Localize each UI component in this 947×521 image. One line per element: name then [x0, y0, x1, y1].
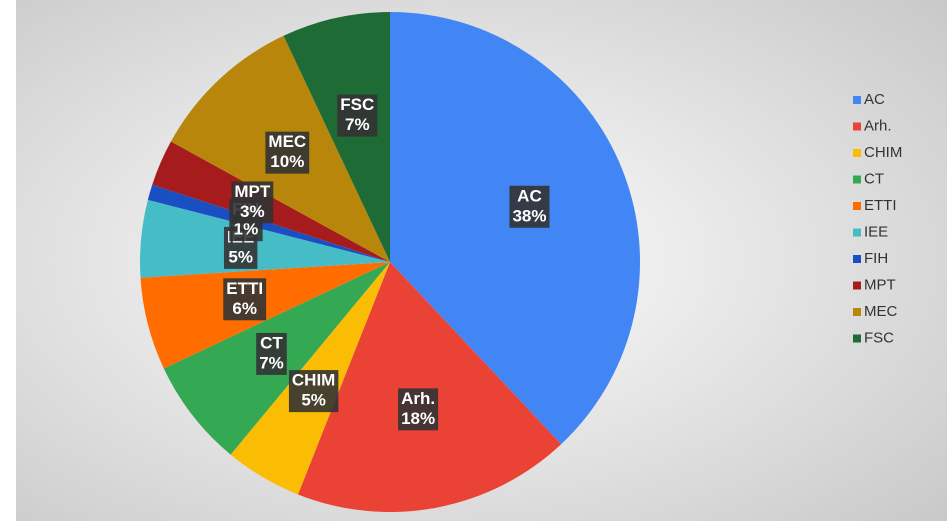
data-label-value: 7% [345, 115, 370, 134]
data-label-category: CHIM [292, 371, 335, 390]
legend-label: AC [864, 91, 885, 108]
data-label-box [256, 332, 287, 375]
legend-label: CHIM [864, 144, 902, 161]
data-label-category: MPT [234, 182, 271, 201]
data-label-box [231, 181, 274, 224]
data-label: Arh.18% [398, 388, 439, 431]
data-label-category: FSC [340, 95, 374, 114]
data-label-category: Arh. [401, 389, 435, 408]
legend-swatch [853, 281, 861, 290]
legend-swatch [853, 122, 861, 131]
legend-label: IEE [864, 223, 888, 240]
legend-swatch [853, 96, 861, 104]
pie [139, 12, 641, 512]
legend-swatch [853, 255, 861, 263]
data-label-category: ETTI [226, 279, 263, 298]
legend-label: CT [864, 170, 884, 187]
legend-swatch [853, 202, 861, 210]
data-label-box [398, 388, 439, 431]
data-label-value: 7% [259, 353, 284, 372]
data-label: CT7% [256, 332, 287, 375]
data-label-value: 10% [270, 152, 304, 171]
legend-label: MPT [864, 276, 896, 293]
legend-label: FSC [864, 329, 894, 346]
legend: AC Arh. CHIM CT ETTI IEE FIH MPT MEC FSC [853, 91, 902, 346]
legend-swatch [853, 175, 861, 184]
legend-label: ETTI [864, 197, 897, 214]
data-label-value: 3% [240, 202, 265, 221]
pie-slice [283, 12, 390, 262]
data-label-value: 18% [401, 409, 435, 428]
data-label-box [337, 94, 378, 137]
data-label-value: 5% [228, 247, 253, 266]
pie-slice [390, 12, 641, 445]
data-labels: AC38%Arh.18%CHIM5%CT7%ETTI6%IEE5%FIH1%MP… [223, 94, 550, 431]
legend-swatch [853, 334, 861, 343]
data-label-category: CT [260, 333, 283, 352]
data-label-box [509, 185, 550, 228]
data-label-box [265, 131, 310, 174]
data-label-value: 6% [232, 299, 257, 318]
legend-swatch [853, 149, 861, 157]
legend-label: MEC [864, 303, 898, 320]
data-label-value: 5% [301, 391, 326, 410]
data-label-value: 38% [512, 206, 546, 225]
legend-swatch [853, 228, 861, 237]
pie-slice [139, 199, 390, 278]
data-label-category: AC [517, 186, 542, 205]
data-label-value: 1% [234, 220, 259, 239]
legend-label: Arh. [864, 117, 892, 134]
pie-slice [297, 262, 562, 512]
data-label-category: MEC [268, 132, 306, 151]
data-label-box [223, 278, 267, 321]
legend-swatch [853, 308, 861, 316]
data-label-box [288, 370, 339, 413]
legend-label: FIH [864, 250, 888, 267]
